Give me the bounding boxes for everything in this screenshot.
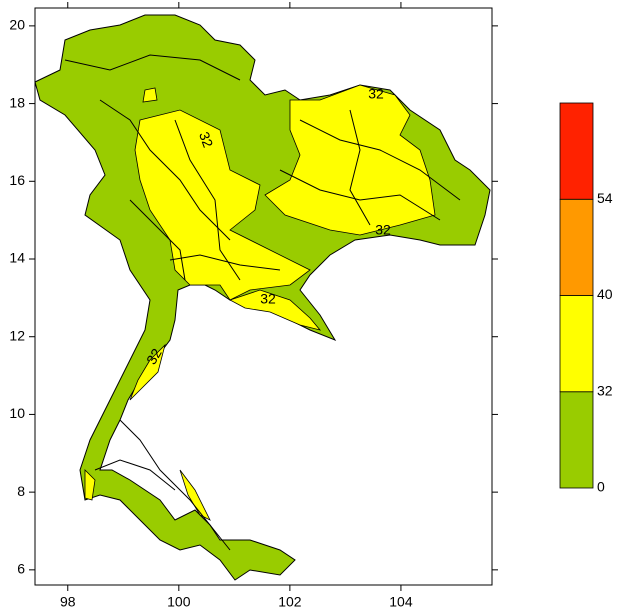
province-border bbox=[94, 459, 176, 491]
colorbar-segment bbox=[559, 391, 594, 489]
province-border bbox=[169, 254, 281, 271]
map bbox=[34, 14, 491, 581]
y-tick-label: 20 bbox=[9, 17, 25, 33]
warm-zone bbox=[134, 109, 311, 301]
colorbar-segment bbox=[559, 295, 594, 393]
contour-label: 32 bbox=[196, 130, 216, 150]
y-tick-label: 8 bbox=[17, 483, 25, 499]
y-tick-label: 10 bbox=[9, 405, 25, 421]
colorbar-label: 54 bbox=[597, 190, 613, 206]
province-border bbox=[99, 99, 231, 241]
province-border bbox=[129, 199, 186, 281]
y-tick-label: 18 bbox=[9, 94, 25, 110]
warm-zone bbox=[179, 469, 211, 521]
province-border bbox=[119, 419, 231, 551]
x-tick-label: 102 bbox=[278, 594, 302, 610]
colorbar-segment bbox=[559, 198, 594, 296]
colorbar-label: 40 bbox=[597, 286, 613, 302]
map-frame bbox=[34, 7, 493, 586]
warm-zone bbox=[129, 343, 166, 401]
province-border bbox=[64, 54, 241, 81]
x-tick-label: 104 bbox=[389, 594, 413, 610]
y-tick-label: 16 bbox=[9, 172, 25, 188]
warm-zone bbox=[142, 87, 158, 103]
province-border bbox=[174, 119, 241, 281]
x-tick-label: 98 bbox=[60, 594, 76, 610]
contour-label: 32 bbox=[260, 291, 276, 307]
contour-label: 32 bbox=[368, 86, 384, 102]
contour-label: 32 bbox=[143, 345, 165, 367]
colorbar-label: 0 bbox=[597, 479, 605, 495]
x-tick-label: 100 bbox=[167, 594, 191, 610]
colorbar-segment bbox=[559, 102, 594, 200]
colorbar-label: 32 bbox=[597, 382, 613, 398]
warm-zone bbox=[228, 289, 322, 331]
warm-zone bbox=[84, 469, 96, 501]
y-tick-label: 6 bbox=[17, 561, 25, 577]
y-tick-label: 12 bbox=[9, 327, 25, 343]
province-border bbox=[299, 119, 461, 201]
contour-label: 32 bbox=[375, 222, 391, 238]
province-border bbox=[349, 109, 371, 226]
province-border bbox=[279, 169, 441, 221]
y-tick-label: 14 bbox=[9, 250, 25, 266]
